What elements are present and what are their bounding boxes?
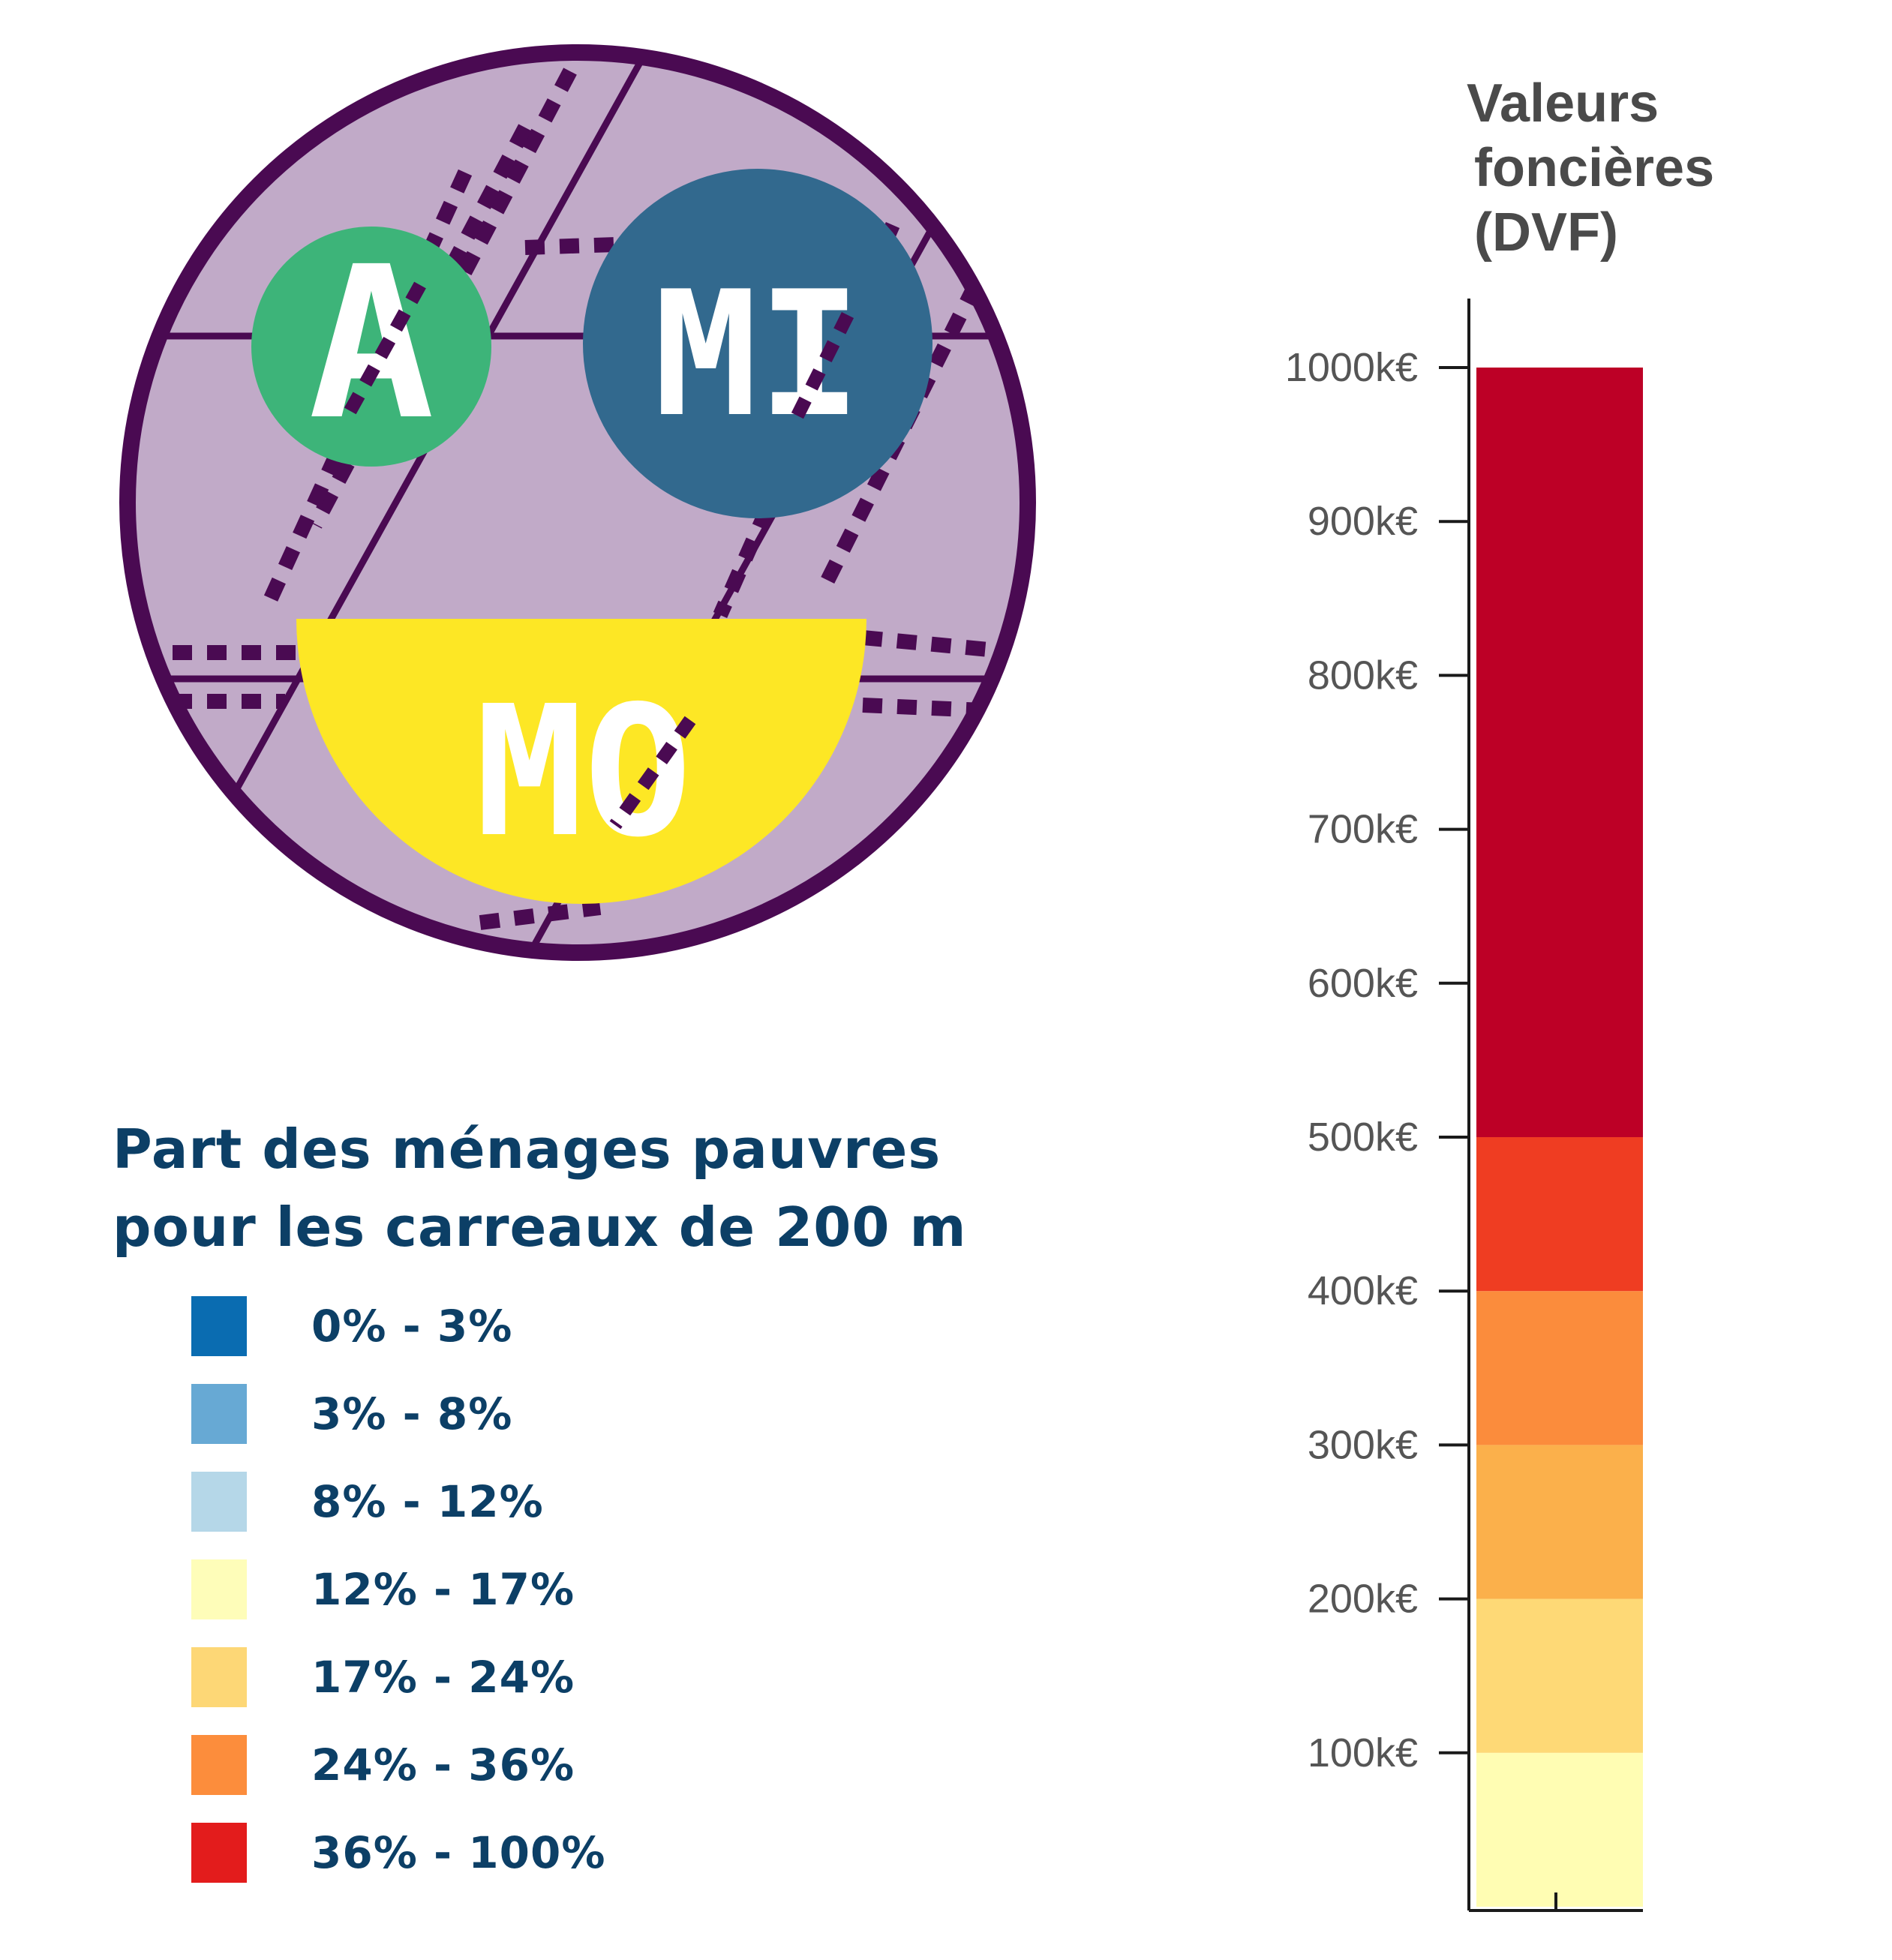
legend-swatch xyxy=(191,1296,247,1356)
dvf-tick-label: 900k€ xyxy=(1308,499,1418,544)
legend-item: 8% - 12% xyxy=(113,1472,713,1539)
legend-swatch xyxy=(191,1472,247,1532)
legend-label: 8% - 12% xyxy=(311,1476,544,1527)
logo-green-circle xyxy=(251,227,491,467)
logo-map-background xyxy=(131,56,1024,949)
logo-letters-mo: MO xyxy=(476,667,692,877)
dvf-bins xyxy=(1476,368,1643,1907)
dvf-bin-0 xyxy=(1476,1752,1643,1907)
dvf-title-line2: foncières xyxy=(1474,138,1714,198)
legend-swatch xyxy=(191,1735,247,1795)
legend-label: 36% - 100% xyxy=(311,1827,606,1878)
dvf-bin-3 xyxy=(1476,1291,1643,1445)
poverty-legend: Part des ménages pauvres pour les carrea… xyxy=(113,1110,1163,1883)
logo-letter-dashes xyxy=(339,281,854,830)
dvf-tick-label: 200k€ xyxy=(1308,1577,1418,1622)
legend-item: 0% - 3% xyxy=(113,1296,713,1364)
poverty-legend-title-line1: Part des ménages pauvres xyxy=(113,1118,941,1181)
dvf-bin-1 xyxy=(1476,1598,1643,1753)
legend-swatch xyxy=(191,1647,247,1707)
dvf-legend: Valeurs foncières (DVF) 100k€ 200k€ 300k€ 4… xyxy=(1285,74,1714,1912)
amimo-logo: A MI MO xyxy=(119,44,1036,961)
legend-label: 24% - 36% xyxy=(311,1739,575,1790)
logo-yellow-halfdisk xyxy=(296,619,866,904)
legend-label: 12% - 17% xyxy=(311,1564,575,1615)
legend-swatch xyxy=(191,1384,247,1444)
dvf-title-line3: (DVF) xyxy=(1474,203,1618,263)
logo-outer-ring xyxy=(119,44,1036,961)
dvf-tick-label: 300k€ xyxy=(1308,1422,1418,1467)
legend-label: 17% - 24% xyxy=(311,1652,575,1703)
legend-item: 17% - 24% xyxy=(113,1647,713,1715)
dvf-title-line1: Valeurs xyxy=(1467,74,1659,134)
dvf-tick-label: 600k€ xyxy=(1308,961,1418,1006)
dvf-bin-4 xyxy=(1476,1137,1643,1292)
dvf-tick-label: 800k€ xyxy=(1308,653,1418,698)
dvf-tick-label: 500k€ xyxy=(1308,1115,1418,1160)
logo-letter-a: A xyxy=(308,222,435,467)
dvf-tick-label: 100k€ xyxy=(1308,1730,1418,1775)
dvf-tick-label: 700k€ xyxy=(1308,807,1418,852)
legend-item: 36% - 100% xyxy=(113,1823,713,1890)
poverty-legend-title: Part des ménages pauvres pour les carrea… xyxy=(113,1110,1163,1266)
legend-label: 0% - 3% xyxy=(311,1301,513,1352)
dvf-bin-2 xyxy=(1476,1445,1643,1599)
legend-swatch xyxy=(191,1823,247,1883)
logo-blue-circle xyxy=(583,169,932,518)
dvf-tick-label: 400k€ xyxy=(1308,1268,1418,1313)
legend-swatch xyxy=(191,1559,247,1619)
legend-item: 12% - 17% xyxy=(113,1559,713,1627)
legend-item: 24% - 36% xyxy=(113,1735,713,1802)
dvf-bin-5 xyxy=(1476,368,1643,1137)
dvf-tick-label: 1000k€ xyxy=(1285,345,1418,390)
dvf-ticks: 100k€ 200k€ 300k€ 400k€ 500k€ 600k€ 700k€ 800k€… xyxy=(1285,345,1469,1775)
legend-item: 3% - 8% xyxy=(113,1384,713,1451)
legend-label: 3% - 8% xyxy=(311,1388,513,1439)
poverty-legend-title-line2: pour les carreaux de 200 m xyxy=(113,1196,967,1259)
